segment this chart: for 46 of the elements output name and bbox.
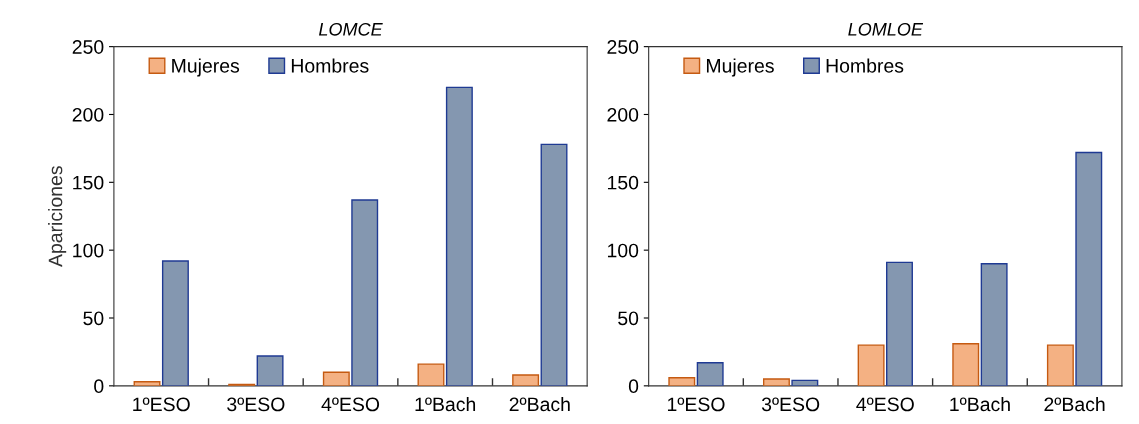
y-tick-label: 200 xyxy=(72,107,104,122)
bar xyxy=(540,143,568,386)
legend-label: Mujeres xyxy=(706,58,774,77)
x-tick-label: 2ºBach xyxy=(1044,396,1105,412)
bar xyxy=(1075,151,1103,386)
chart-title: LOMCE xyxy=(318,22,383,36)
x-tick-label: 1ºESO xyxy=(133,397,190,412)
bar xyxy=(1046,344,1074,386)
bar xyxy=(668,377,696,386)
legend-label: Hombres xyxy=(291,58,369,73)
y-tick-label: 50 xyxy=(83,311,104,326)
bar xyxy=(417,363,445,386)
legend-label: Hombres xyxy=(826,58,904,73)
x-tick-label: 3ºESO xyxy=(761,397,820,412)
bar xyxy=(161,260,189,386)
y-axis-title: Apariciones xyxy=(48,166,67,267)
bar xyxy=(952,343,980,386)
bar xyxy=(512,374,540,386)
x-tick-label: 4ºESO xyxy=(856,397,914,412)
bar xyxy=(857,344,885,386)
bar xyxy=(696,362,724,386)
x-tick-label: 1ºBach xyxy=(415,396,476,412)
legend-label: Mujeres xyxy=(172,58,240,77)
bar xyxy=(445,86,473,386)
y-tick-label: 100 xyxy=(607,243,639,258)
y-tick-label: 50 xyxy=(618,311,639,326)
x-tick-label: 2ºBach xyxy=(509,396,570,412)
y-tick-label: 200 xyxy=(607,107,639,122)
bar xyxy=(762,378,790,386)
bar xyxy=(322,371,350,386)
chart-title: LOMLOE xyxy=(848,22,924,36)
bar xyxy=(980,263,1008,386)
bar xyxy=(351,199,379,386)
y-tick-label: 250 xyxy=(72,40,104,54)
y-tick-label: 250 xyxy=(607,40,639,54)
x-tick-label: 1ºESO xyxy=(667,397,725,412)
x-tick-label: 4ºESO xyxy=(321,397,380,412)
x-tick-label: 3ºESO xyxy=(227,397,285,412)
bar xyxy=(256,355,284,386)
y-tick-label: 0 xyxy=(94,379,104,394)
y-tick-label: 150 xyxy=(607,175,639,190)
bar xyxy=(886,261,913,386)
y-tick-label: 150 xyxy=(73,175,104,190)
y-tick-label: 100 xyxy=(73,243,104,258)
y-tick-label: 0 xyxy=(628,379,639,394)
x-tick-label: 1ºBach xyxy=(950,396,1010,412)
